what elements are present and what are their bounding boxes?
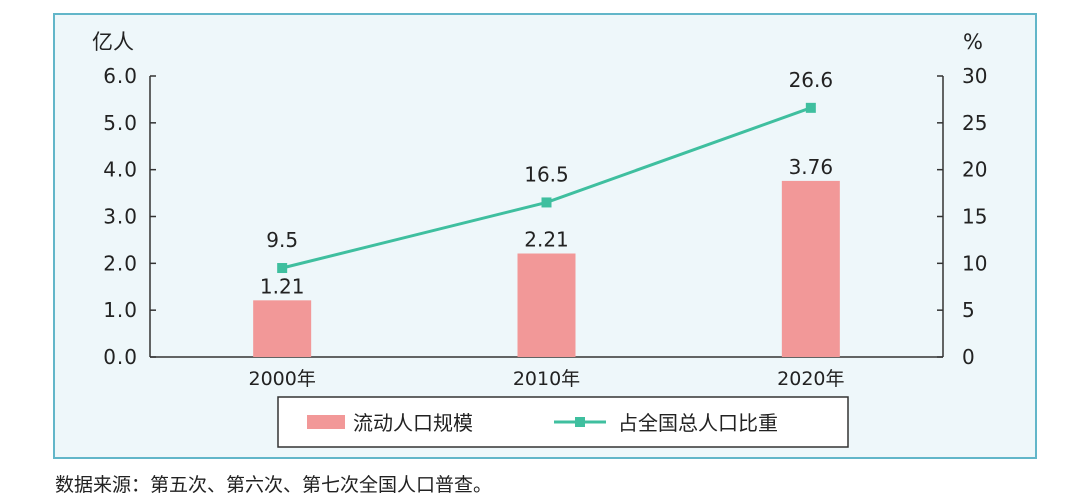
line-point xyxy=(541,197,552,208)
left-tick-label: 3.0 xyxy=(103,205,138,229)
right-tick-label: 20 xyxy=(962,158,987,182)
line-value-label: 16.5 xyxy=(524,162,569,186)
chart-panel: 亿人% 0.0 1.0 2.0 3.0 4.0 5.0 6.0 0 5 10 15 20 25 30 2000… xyxy=(53,13,1037,459)
legend-label: 占全国总人口比重 xyxy=(618,411,778,435)
x-tick-label: 2020年 xyxy=(777,368,844,390)
left-tick-label: 4.0 xyxy=(103,158,138,182)
chart: 亿人 % 0.0 1.0 2.0 3.0 4.0 5.0 6.0 0 5 10 15 20 25 30 2000… xyxy=(92,30,987,448)
left-tick-label: 0.0 xyxy=(103,345,138,369)
right-tick-label: 30 xyxy=(962,64,987,88)
left-axis-unit: 亿人 xyxy=(92,30,134,54)
left-tick-label: 2.0 xyxy=(103,251,138,275)
left-tick-label: 5.0 xyxy=(103,111,138,135)
left-tick-label: 6.0 xyxy=(103,64,138,88)
line-value-label: 26.6 xyxy=(789,68,834,92)
bar-value-label: 2.21 xyxy=(524,227,569,251)
bar-value-label: 3.76 xyxy=(789,155,834,179)
right-tick-label: 0 xyxy=(962,345,975,369)
bar-value-label: 1.21 xyxy=(260,274,305,298)
bar xyxy=(781,180,840,357)
right-tick-label: 15 xyxy=(962,205,987,229)
source-note: 数据来源：第五次、第六次、第七次全国人口普查。 xyxy=(55,474,493,496)
right-tick-label: 25 xyxy=(962,111,987,135)
right-tick-label: 10 xyxy=(962,251,987,275)
right-tick-label: 5 xyxy=(962,298,975,322)
line-value-label: 9.5 xyxy=(266,228,298,252)
line-point xyxy=(277,263,288,274)
right-axis-unit: % xyxy=(963,30,983,54)
left-tick-label: 1.0 xyxy=(103,298,138,322)
bar xyxy=(517,253,576,357)
legend-label: 流动人口规模 xyxy=(353,411,473,435)
bar xyxy=(253,300,312,357)
line-point xyxy=(805,102,816,113)
x-tick-label: 2000年 xyxy=(248,368,315,390)
x-tick-label: 2010年 xyxy=(513,368,580,390)
legend-line-marker xyxy=(575,417,585,427)
legend-bar-swatch xyxy=(307,415,345,429)
